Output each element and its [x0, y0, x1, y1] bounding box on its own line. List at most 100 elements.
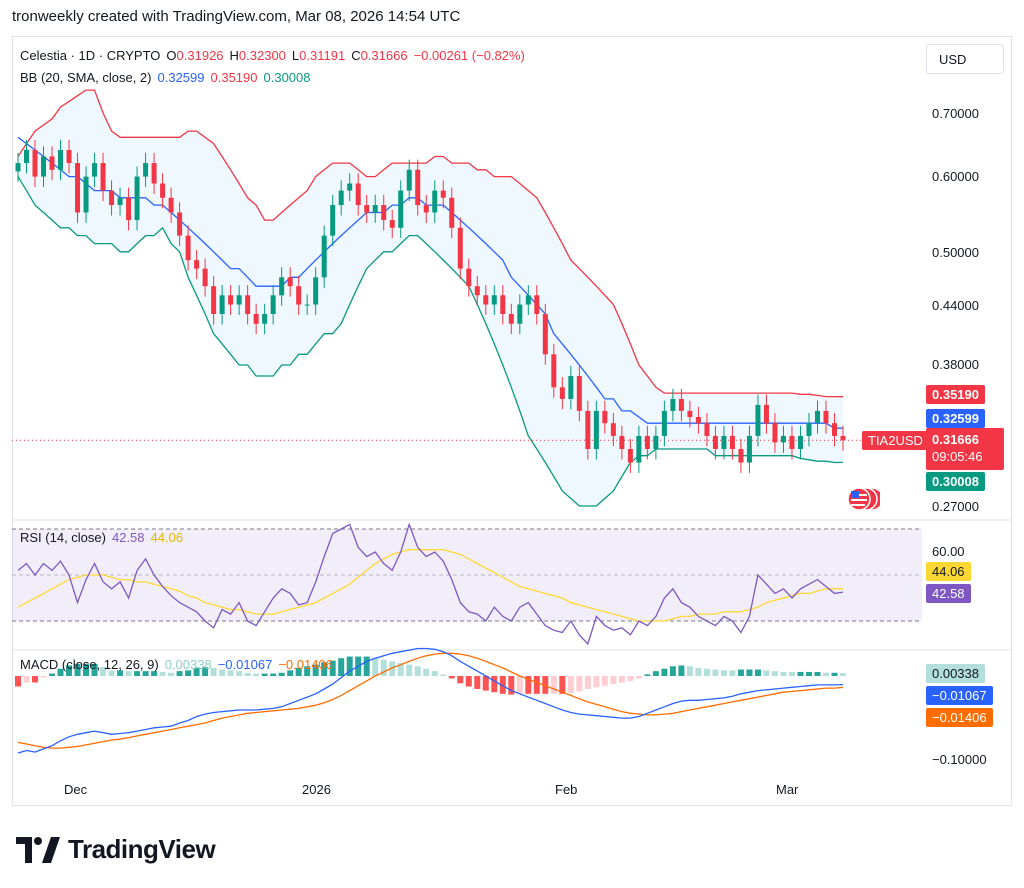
- macd-histogram-bar: [312, 664, 319, 676]
- macd-histogram-bar: [91, 663, 98, 676]
- macd-histogram-bar: [448, 676, 455, 679]
- candle-body: [712, 435, 718, 450]
- macd-histogram-bar: [703, 668, 710, 676]
- macd-histogram-bar: [567, 676, 574, 694]
- candle-body: [602, 410, 608, 424]
- candle-body: [194, 260, 200, 269]
- bb-label[interactable]: BB (20, SMA, close, 2): [20, 70, 152, 85]
- candle-body: [338, 190, 344, 206]
- macd-histogram-bar: [457, 676, 464, 684]
- macd-histogram-bar: [227, 670, 234, 676]
- macd-histogram-bar: [542, 676, 549, 694]
- macd-histogram-bar: [431, 671, 438, 676]
- macd-histogram-bar: [32, 676, 39, 683]
- macd-histogram-bar: [797, 671, 804, 676]
- candle-body: [814, 410, 820, 424]
- macd-histogram-bar: [584, 676, 591, 689]
- candle-body: [168, 197, 174, 213]
- chart-frame[interactable]: [12, 36, 1012, 806]
- macd-value: −0.01067: [217, 657, 273, 672]
- candle-body: [83, 176, 89, 213]
- macd-histogram-bar: [474, 676, 481, 689]
- candle-body: [398, 190, 404, 228]
- macd-histogram-bar: [261, 673, 268, 676]
- macd-histogram-bar: [151, 671, 158, 676]
- candle-body: [687, 410, 693, 418]
- macd-histogram-bar: [814, 671, 821, 676]
- macd-histogram-bar: [533, 676, 540, 694]
- last-price-value: 0.31666: [932, 432, 979, 447]
- macd-histogram-bar: [40, 676, 47, 678]
- macd-histogram-bar: [338, 658, 345, 676]
- macd-tick: −0.10000: [932, 752, 987, 767]
- candle-body: [789, 435, 795, 450]
- macd-histogram-bar: [168, 672, 175, 676]
- macd-histogram-bar: [389, 661, 396, 676]
- macd-histogram-bar: [125, 671, 132, 676]
- macd-histogram-bar: [304, 666, 311, 676]
- candle-body: [449, 197, 455, 228]
- candle-body: [627, 449, 633, 463]
- macd-histogram-bar: [482, 676, 489, 691]
- macd-histogram-bar: [678, 665, 685, 676]
- candle-body: [517, 304, 523, 324]
- macd-label[interactable]: MACD (close, 12, 26, 9): [20, 657, 159, 672]
- macd-histogram-bar: [287, 670, 294, 676]
- candle-body: [49, 156, 55, 170]
- candle-body: [755, 404, 761, 436]
- candle-body: [177, 212, 183, 236]
- macd-histogram-bar: [270, 673, 277, 676]
- macd-tag: −0.01067: [926, 686, 993, 705]
- candle-body: [381, 205, 387, 221]
- macd-histogram-bar: [185, 670, 192, 676]
- rsi-label[interactable]: RSI (14, close): [20, 530, 106, 545]
- bb-upper-value: 0.35190: [210, 70, 258, 85]
- macd-histogram-bar: [754, 669, 761, 676]
- candle-body: [185, 235, 191, 261]
- price-tick: 0.60000: [932, 169, 979, 184]
- macd-histogram-bar: [49, 673, 56, 676]
- bb-fill: [18, 90, 843, 506]
- macd-histogram-bar: [822, 672, 829, 676]
- macd-histogram-bar: [720, 670, 727, 676]
- candle-body: [704, 423, 710, 436]
- close-value: 0.31666: [360, 48, 408, 63]
- rsi-line: [17, 522, 844, 646]
- candle-body: [738, 449, 744, 463]
- macd-histogram-bar: [669, 666, 676, 676]
- candle-body: [483, 295, 489, 305]
- candle-body: [279, 277, 285, 296]
- rsi-tag: 42.58: [926, 584, 971, 603]
- candle-body: [364, 205, 370, 213]
- time-tick: 2026: [302, 782, 331, 797]
- main-legend: Celestia · 1D · CRYPTO O0.31926 H0.32300 L0…: [20, 48, 525, 63]
- candle-body: [678, 398, 684, 411]
- macd-hist-tag: 0.00338: [926, 664, 985, 683]
- macd-histogram-bar: [108, 670, 115, 676]
- macd-histogram-bar: [423, 668, 430, 676]
- candle-body: [568, 376, 574, 399]
- us-flag-icon[interactable]: [846, 484, 880, 514]
- candle-body: [466, 268, 472, 287]
- candle-body: [143, 163, 149, 177]
- candle-body: [228, 295, 234, 305]
- last-price-tag: 0.31666 09:05:46: [926, 428, 1004, 470]
- candle-body: [109, 190, 115, 206]
- candle-body: [330, 205, 336, 236]
- macd-line: [17, 647, 844, 754]
- rsi-legend: RSI (14, close) 42.58 44.06: [20, 530, 189, 545]
- macd-histogram-bar: [372, 658, 379, 676]
- symbol-label[interactable]: Celestia · 1D · CRYPTO: [20, 48, 161, 63]
- candle-body: [823, 410, 829, 424]
- macd-histogram-bar: [695, 667, 702, 676]
- candle-body: [695, 417, 701, 424]
- price-tick: 0.70000: [932, 106, 979, 121]
- tradingview-wordmark: TradingView: [68, 834, 216, 864]
- high-value: 0.32300: [238, 48, 286, 63]
- candle-body: [619, 435, 625, 450]
- macd-histogram-bar: [550, 676, 557, 694]
- candle-body: [474, 286, 480, 296]
- candle-body: [32, 149, 38, 177]
- currency-button[interactable]: USD: [926, 44, 1004, 74]
